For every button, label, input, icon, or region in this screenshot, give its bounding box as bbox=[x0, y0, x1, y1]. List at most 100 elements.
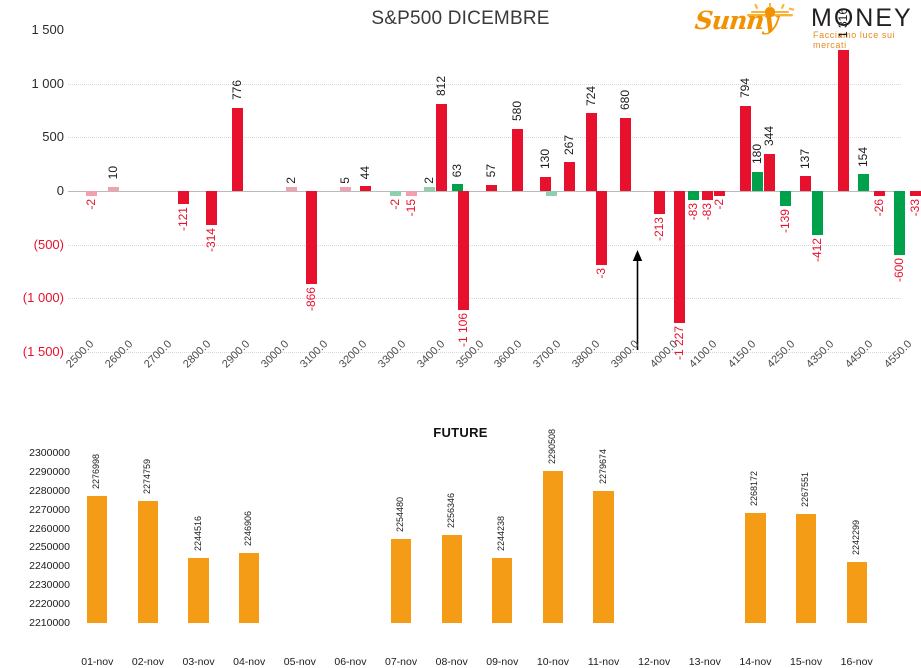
y-axis-tick: 2210000 bbox=[29, 617, 70, 629]
y-axis-tick: 2220000 bbox=[29, 598, 70, 611]
bottom-chart-title: FUTURE bbox=[433, 425, 488, 440]
gridline bbox=[68, 83, 901, 85]
bar-value-label: 1 316 bbox=[836, 7, 850, 38]
bar bbox=[910, 191, 921, 196]
bar bbox=[846, 562, 867, 623]
y-axis-tick: 500 bbox=[42, 129, 64, 145]
bar-value-label: 57 bbox=[484, 164, 498, 178]
future-chart: FUTURE 2300000 2290000 2280000 2270000 22600… bbox=[0, 420, 921, 668]
logo-bold-text: MONEY bbox=[811, 4, 913, 32]
sp500-dicembre-chart: S&P500 DICEMBRE Sunny MONEY Facciamo luc… bbox=[22, 2, 921, 416]
bar bbox=[596, 191, 607, 266]
bar bbox=[620, 118, 631, 191]
bar bbox=[360, 186, 371, 191]
bar-value-label: 2268172 bbox=[749, 471, 760, 507]
bar bbox=[800, 176, 811, 191]
gridline bbox=[68, 137, 901, 139]
bar bbox=[874, 191, 885, 196]
bar bbox=[458, 191, 469, 310]
bar bbox=[452, 184, 463, 191]
bar bbox=[286, 186, 297, 191]
gridline bbox=[68, 244, 901, 246]
bottom-chart-plot-area: 2276998 2274759 2244516 2246906 2254480 22563… bbox=[72, 429, 882, 623]
bar-value-label: 344 bbox=[762, 126, 776, 147]
bar bbox=[390, 191, 401, 196]
bar bbox=[188, 557, 209, 623]
bar bbox=[178, 191, 189, 204]
bar-value-label: 2290508 bbox=[546, 428, 557, 464]
bar bbox=[740, 105, 751, 191]
bar-value-label: 2244516 bbox=[192, 515, 203, 551]
bar bbox=[894, 191, 905, 256]
bar-value-label: 130 bbox=[538, 149, 552, 170]
y-axis-tick: 2260000 bbox=[29, 522, 70, 535]
bar bbox=[340, 186, 351, 191]
logo-tagline: Facciamo luce sui mercati bbox=[813, 30, 896, 50]
bar-value-label: 812 bbox=[434, 76, 448, 97]
bar bbox=[542, 470, 564, 623]
bottom-chart-y-axis: 2300000 2290000 2280000 2270000 2260000 22500… bbox=[0, 448, 70, 629]
bar-value-label: 137 bbox=[798, 148, 812, 169]
bar bbox=[206, 191, 217, 225]
bar bbox=[436, 103, 447, 191]
bar-value-label: 44 bbox=[358, 165, 372, 180]
bar bbox=[674, 191, 685, 323]
bar bbox=[714, 191, 725, 196]
bar bbox=[780, 191, 791, 206]
bar-value-label: 724 bbox=[584, 85, 598, 106]
bar-value-label: -139 bbox=[778, 208, 792, 233]
bar-value-label: 2254480 bbox=[395, 496, 405, 533]
bar-value-label: -3 bbox=[594, 268, 608, 279]
x-axis-tick: 01-nov bbox=[81, 656, 114, 668]
bar-value-label: 776 bbox=[230, 80, 244, 101]
x-axis-tick: 11-nov bbox=[587, 656, 620, 668]
bar-value-label: 154 bbox=[856, 146, 870, 167]
x-axis-tick: 15-nov bbox=[790, 656, 823, 668]
bar-value-label: -314 bbox=[204, 227, 218, 252]
bar-value-label: -412 bbox=[810, 238, 824, 263]
bar-value-label: -26 bbox=[872, 198, 886, 216]
top-chart-title: S&P500 DICEMBRE bbox=[371, 8, 550, 29]
x-axis-tick: 12-nov bbox=[638, 656, 671, 668]
x-axis-tick: 06-nov bbox=[334, 656, 367, 668]
bar-value-label: -2 bbox=[388, 198, 402, 210]
bar bbox=[752, 171, 763, 191]
bar-value-label: -2 bbox=[84, 198, 98, 210]
bar-value-label: -83 bbox=[686, 202, 700, 221]
bar-value-label: 2 bbox=[284, 176, 298, 184]
bar bbox=[838, 49, 849, 191]
bar bbox=[87, 496, 108, 623]
x-axis-tick: 16-nov bbox=[840, 656, 873, 668]
y-axis-tick: (1 000) bbox=[22, 290, 64, 306]
bar bbox=[86, 191, 97, 196]
bar-value-label: -1 106 bbox=[456, 312, 470, 347]
bar-value-label: -15 bbox=[404, 198, 418, 216]
bar bbox=[812, 191, 823, 236]
bar-value-label: 5 bbox=[338, 176, 352, 184]
sunny-money-logo: Sunny MONEY Facciamo luce sui mercati bbox=[693, 2, 915, 50]
gridline bbox=[68, 298, 901, 300]
bar bbox=[593, 491, 614, 623]
bar-value-label: 2 bbox=[422, 176, 436, 184]
bar-value-label: -33 bbox=[908, 198, 921, 216]
gridline bbox=[68, 352, 901, 353]
bar-value-label: 2246906 bbox=[243, 511, 254, 547]
y-axis-tick: 2270000 bbox=[29, 503, 70, 516]
top-chart-x-axis: 2500.0 2600.0 2700.0 2800.0 2900.0 3000.0 3100… bbox=[64, 338, 921, 416]
y-axis-tick: 2300000 bbox=[29, 447, 70, 459]
y-axis-tick: 2290000 bbox=[29, 465, 70, 478]
bar bbox=[586, 113, 597, 191]
bar bbox=[546, 191, 557, 196]
x-axis-tick: 02-nov bbox=[131, 656, 164, 668]
y-axis-tick: 2280000 bbox=[29, 484, 70, 497]
x-axis-tick: 10-nov bbox=[536, 656, 569, 668]
bar bbox=[486, 184, 497, 191]
bar-value-label: 2276998 bbox=[91, 454, 102, 490]
bar bbox=[306, 191, 317, 284]
bar bbox=[654, 191, 665, 214]
zero-axis-line bbox=[68, 191, 901, 192]
x-axis-tick: 14-nov bbox=[739, 656, 772, 668]
sunburst-icon bbox=[747, 3, 795, 18]
y-axis-tick: (500) bbox=[33, 236, 64, 252]
x-axis-tick: 08-nov bbox=[435, 656, 468, 668]
